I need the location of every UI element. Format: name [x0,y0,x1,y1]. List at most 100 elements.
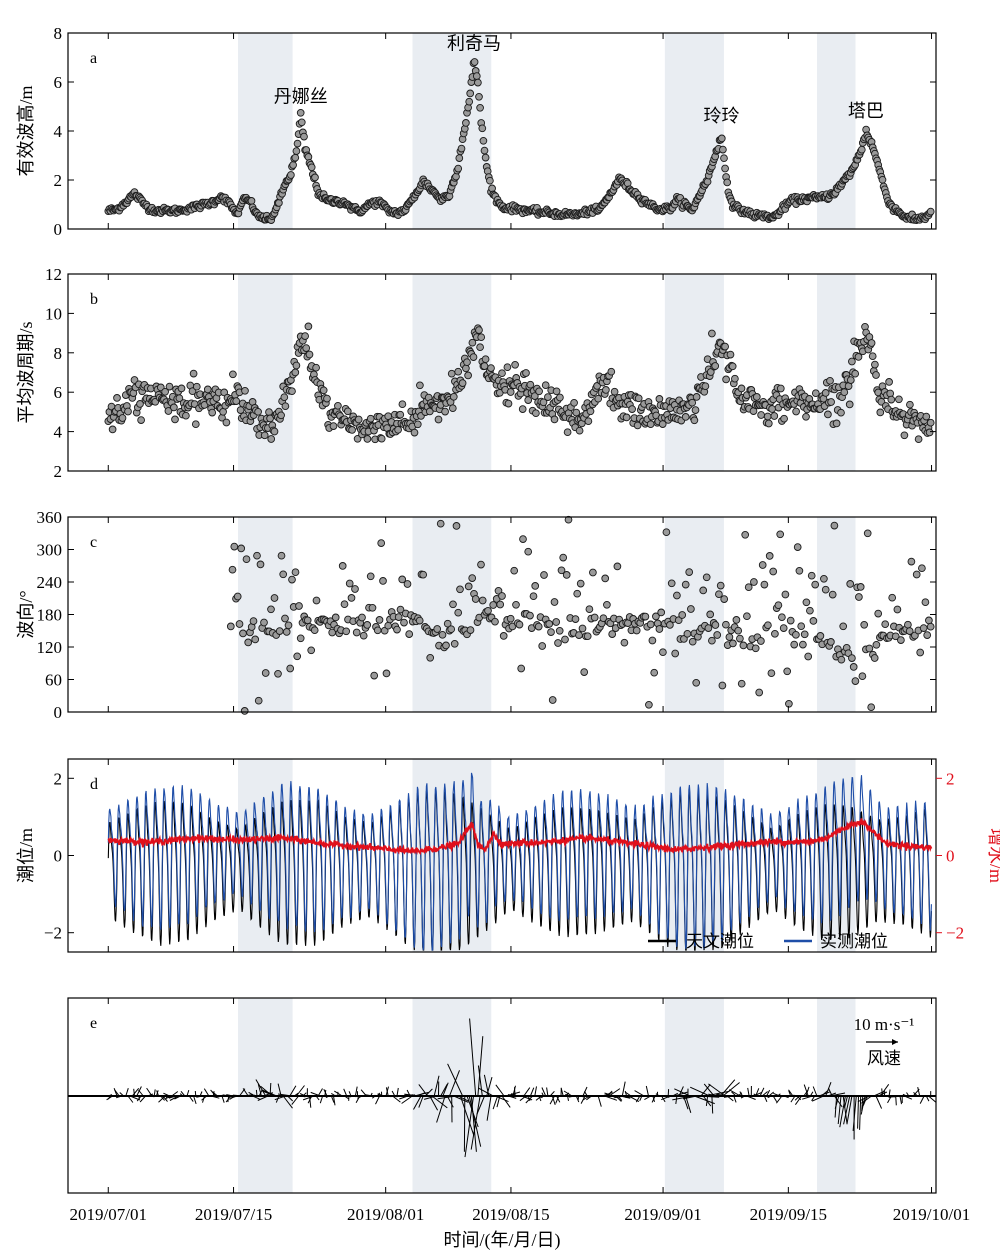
wind-vector [317,1088,323,1097]
wind-vector [844,1095,848,1108]
y-tick-label: 180 [37,606,63,625]
data-point [846,580,855,588]
wind-vector [255,1089,258,1097]
data-point [410,428,419,437]
wind-vector [492,1095,499,1110]
data-point [720,154,728,163]
data-point [557,566,566,575]
scatter-points [104,322,935,444]
data-point [886,389,895,398]
data-point [284,621,293,630]
wind-vector [672,1095,693,1101]
data-point [463,358,471,367]
wind-vector [302,1095,315,1101]
data-point [726,350,735,359]
wind-vector [495,1084,505,1097]
data-point [334,401,342,410]
wind-vector [763,1095,768,1102]
data-point [906,400,914,409]
data-point [296,634,305,643]
data-point [375,616,384,624]
data-point [923,631,932,639]
data-point [728,362,737,371]
panel-label: b [90,291,98,308]
typhoon-shade [664,274,724,471]
data-point [554,639,562,647]
data-point [692,678,701,687]
wind-vector [496,1095,501,1108]
data-point [370,671,379,680]
wind-vector [429,1095,439,1111]
data-point [552,387,561,396]
data-point [377,539,386,547]
data-point [584,417,593,426]
y-tick-label: 60 [45,671,62,690]
data-point [797,622,806,631]
data-point [713,631,722,639]
wind-vector [423,1095,437,1100]
wind-vector [731,1091,737,1097]
data-point [716,581,725,590]
wind-vector [768,1091,775,1097]
data-point [267,435,276,443]
data-point [312,363,320,372]
data-point [583,632,592,641]
wind-vector [519,1095,527,1102]
wind-vector [794,1095,800,1101]
wind-legend: 10 m·s⁻¹ 风速 [854,1015,915,1068]
wind-vector [468,1095,482,1147]
data-point [912,570,921,579]
data-point [498,592,506,600]
data-point [905,627,914,635]
data-point [403,580,412,588]
data-point [480,362,489,370]
data-point [491,617,499,626]
data-point [893,605,902,614]
data-point [331,613,340,622]
data-point [189,369,198,378]
typhoon-label: 丹娜丝 [274,86,328,106]
data-point [384,621,393,630]
data-point [478,596,487,605]
wind-vector [242,1088,249,1097]
data-point [323,394,331,403]
wind-vector [788,1089,794,1097]
wind-vector [895,1095,897,1106]
data-point [434,415,443,424]
data-point [926,207,935,216]
data-point [556,393,564,402]
data-point [545,620,554,628]
data-point [464,371,472,380]
data-point [655,395,664,403]
data-point [279,570,288,579]
wind-vector [153,1089,156,1097]
data-point [535,387,543,396]
wind-vector [694,1095,715,1105]
wind-vector [248,1091,256,1097]
wind-vector [583,1091,588,1097]
data-point [811,389,820,398]
data-point [363,621,372,629]
data-point [366,572,375,581]
data-point [744,583,753,592]
data-point [719,145,727,154]
wind-vector [790,1095,796,1103]
wind-vector [158,1095,166,1103]
data-point [170,403,178,412]
wind-vector [196,1095,203,1098]
data-point [281,402,290,411]
y-axis-title: 波向/° [16,590,36,638]
wind-vector [282,1095,293,1109]
panel-label: e [90,1015,97,1032]
data-point [662,528,671,537]
data-point [506,614,515,623]
wind-vector [842,1095,848,1125]
data-point [468,574,477,582]
wind-vector [837,1095,842,1125]
y-tick-label: 10 [45,304,62,323]
wind-vector [885,1095,894,1097]
wind-vector [715,1093,730,1097]
wind-vector [291,1095,299,1105]
data-point [765,552,774,560]
panel-b: 2 4 6 8 10 12 平均波周期/s b [16,265,937,481]
